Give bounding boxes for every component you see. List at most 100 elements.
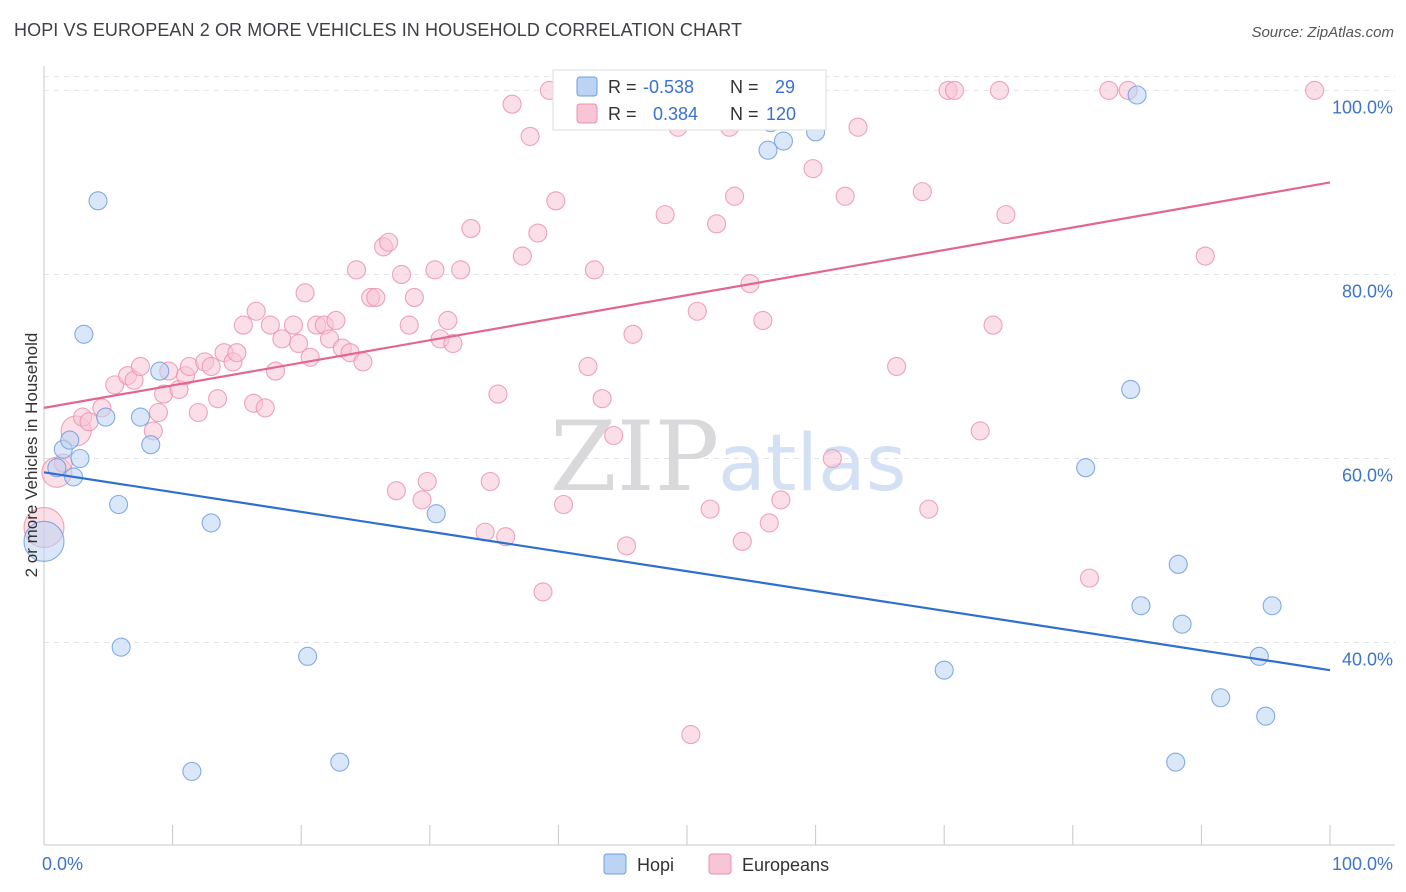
hopi-point (1168, 554, 1188, 574)
hopi-point (111, 637, 131, 657)
hopi-point (1121, 379, 1141, 400)
europeans-point (681, 725, 701, 745)
legend-r-label-europeans: R = (608, 104, 637, 124)
europeans-point (578, 356, 598, 377)
europeans-point (753, 310, 773, 331)
gridlines (44, 76, 1395, 644)
hopi-point (1166, 752, 1186, 772)
europeans-point (822, 448, 842, 469)
europeans-point (687, 301, 707, 321)
y-tick-label: 100.0% (1332, 97, 1393, 117)
chart-title: HOPI VS EUROPEAN 2 OR MORE VEHICLES IN H… (14, 20, 743, 40)
hopi-point (96, 407, 116, 427)
y-tick-label: 80.0% (1342, 281, 1393, 301)
europeans-point (623, 324, 643, 344)
europeans-point (399, 315, 419, 335)
hopi-point (141, 435, 161, 455)
europeans-point (732, 531, 752, 551)
europeans-point (912, 182, 932, 202)
legend-swatch-hopi (576, 76, 598, 97)
hopi-point (182, 761, 202, 781)
watermark-atlas: atlas (718, 419, 907, 509)
legend-box (552, 69, 827, 131)
europeans-point (260, 315, 280, 335)
hopi-trend-line (43, 471, 1331, 672)
europeans-point (759, 513, 779, 533)
europeans-point (553, 494, 574, 515)
europeans-point (130, 356, 150, 377)
europeans-point (283, 315, 304, 335)
europeans-point (346, 260, 367, 280)
hopi-point (758, 140, 778, 160)
x-tick-label-max: 100.0% (1332, 854, 1393, 874)
europeans-point (425, 260, 445, 280)
hopi-point (1256, 706, 1276, 726)
correlation-legend: R = -0.538 N = 29 R = 0.384 N = 120 (552, 69, 827, 131)
europeans-point (295, 283, 315, 303)
x-tick-label-min: 0.0% (42, 854, 83, 874)
europeans-point (289, 333, 309, 354)
europeans-point (105, 375, 125, 395)
hopi-point (330, 752, 350, 772)
europeans-point (148, 402, 169, 423)
hopi-point (88, 191, 108, 211)
hopi-point (60, 430, 80, 450)
hopi-point (426, 504, 446, 524)
legend-swatch-europeans (576, 103, 598, 124)
legend-n-label-europeans: N = (730, 104, 759, 124)
europeans-point (725, 186, 745, 206)
hopi-point (150, 361, 170, 381)
europeans-point (379, 232, 399, 252)
bottom-legend-label-europeans: Europeans (742, 855, 829, 875)
europeans-point (488, 384, 508, 404)
hopi-point (130, 407, 150, 427)
europeans-point (604, 425, 624, 446)
europeans-point (1079, 568, 1100, 588)
hopi-point (773, 131, 794, 151)
hopi-point (1249, 646, 1269, 666)
europeans-point (617, 536, 637, 556)
europeans-point (412, 490, 432, 510)
europeans-point (265, 361, 286, 381)
europeans-point (255, 398, 275, 418)
europeans-point (520, 126, 540, 146)
hopi-point (23, 520, 65, 562)
europeans-point (208, 389, 228, 409)
europeans-point (461, 218, 481, 238)
legend-n-label-hopi: N = (730, 77, 759, 97)
europeans-point (496, 527, 516, 547)
europeans-point (1305, 80, 1325, 100)
hopi-point (74, 324, 94, 344)
trend-lines (43, 181, 1331, 672)
hopi-point (109, 494, 129, 515)
zipatlas-watermark: ZIP atlas (550, 401, 907, 513)
europeans-point (188, 402, 208, 423)
europeans-point (386, 481, 406, 501)
watermark-zip: ZIP (550, 401, 719, 513)
legend-n-value-hopi: 29 (775, 77, 795, 97)
europeans-point (319, 329, 340, 349)
legend-r-value-europeans: 0.384 (653, 104, 698, 124)
legend-r-value-hopi: -0.538 (643, 77, 694, 97)
europeans-point (655, 205, 675, 225)
europeans-point (803, 159, 823, 179)
europeans-point (79, 412, 99, 432)
y-tick-label: 40.0% (1342, 650, 1393, 670)
hopi-point (298, 646, 318, 666)
europeans-point (227, 343, 247, 363)
hopi-point (47, 458, 67, 478)
europeans-point (512, 246, 532, 266)
europeans-point (300, 347, 320, 367)
axes: 40.0% 60.0% 80.0% 100.0% 0.0% 100.0% (42, 66, 1395, 874)
europeans-point (887, 356, 907, 377)
y-axis-label: 2 or more Vehicles in Household (22, 333, 41, 578)
bottom-legend-swatch-europeans (708, 853, 732, 875)
europeans-point (1099, 80, 1119, 100)
europeans-point (201, 356, 221, 377)
legend-r-label-hopi: R = (608, 77, 637, 97)
europeans-point (443, 333, 463, 354)
europeans-point (438, 310, 458, 331)
europeans-trend-line (43, 181, 1331, 409)
europeans-point (700, 499, 720, 519)
